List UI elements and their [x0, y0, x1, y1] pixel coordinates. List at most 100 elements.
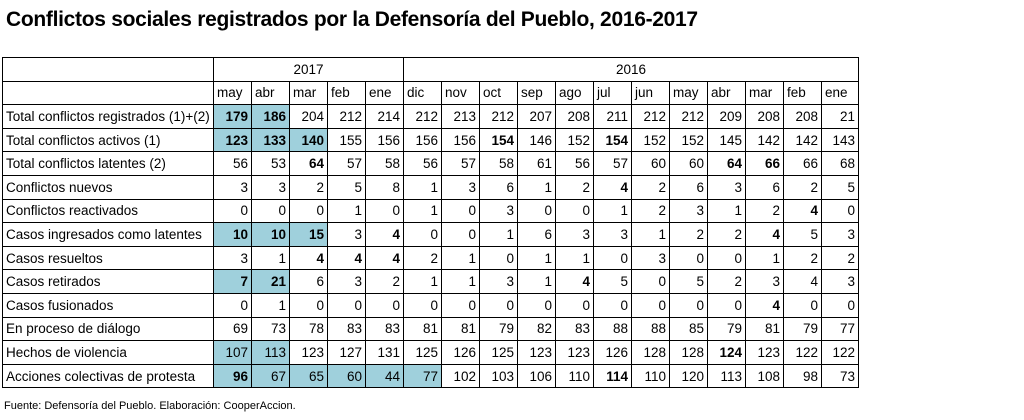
table-cell: 2 [783, 174, 822, 200]
table-cell: 0 [365, 198, 404, 224]
table-cell: 1 [517, 245, 556, 271]
table-cell: 2 [631, 198, 670, 224]
table-cell: 152 [631, 127, 670, 153]
table-cell: 208 [783, 104, 822, 129]
table-cell: 3 [213, 174, 252, 200]
table-cell: 79 [479, 316, 518, 342]
table-cell: 125 [479, 340, 518, 365]
table-cell: 204 [289, 104, 328, 129]
table-row: En proceso de diálogo 69 73 78 83 83 81 81 79 82 8… [2, 316, 859, 342]
table-cell: 81 [441, 316, 480, 342]
table-cell: 0 [289, 198, 328, 224]
table-cell: 77 [821, 316, 859, 342]
table-cell: 212 [403, 104, 442, 129]
table-cell: 3 [479, 198, 518, 224]
month-header: mar [289, 80, 328, 106]
table-cell: 77 [403, 363, 442, 389]
table-cell: 214 [365, 104, 404, 129]
table-cell: 113 [251, 340, 290, 365]
table-cell: 2 [707, 222, 746, 247]
table-cell: 156 [441, 127, 480, 153]
table-cell: 44 [365, 363, 404, 389]
table-cell: 212 [327, 104, 366, 129]
table-cell: 1 [327, 198, 366, 224]
month-header: oct [479, 80, 518, 106]
table-cell: 0 [593, 245, 632, 271]
table-cell: 128 [631, 340, 670, 365]
table-cell: 123 [555, 340, 594, 365]
month-header: jul [593, 80, 632, 106]
table-cell: 123 [213, 127, 252, 153]
table-cell: 67 [251, 363, 290, 389]
source-note: Fuente: Defensoría del Pueblo. Elaboraci… [4, 400, 296, 412]
table-cell: 2 [403, 245, 442, 271]
month-header: ago [555, 80, 594, 106]
table-row: Casos ingresados como latentes 10 10 15 3 4 0 0… [2, 222, 859, 247]
table-cell: 123 [289, 340, 328, 365]
table-cell: 64 [289, 151, 328, 176]
table-cell: 154 [479, 127, 518, 153]
table-cell: 4 [745, 292, 784, 318]
table-cell: 2 [783, 245, 822, 271]
table-cell: 85 [669, 316, 708, 342]
table-cell: 110 [631, 363, 670, 389]
table-cell: 1 [251, 292, 290, 318]
table-cell: 73 [251, 316, 290, 342]
table-cell: 122 [783, 340, 822, 365]
table-cell: 0 [441, 292, 480, 318]
table-cell: 131 [365, 340, 404, 365]
table-cell: 4 [365, 245, 404, 271]
table-cell: 0 [479, 292, 518, 318]
table-cell: 0 [441, 222, 480, 247]
table-cell: 0 [669, 245, 708, 271]
table-cell: 0 [631, 292, 670, 318]
table-cell: 1 [517, 174, 556, 200]
table-cell: 15 [289, 222, 328, 247]
table-cell: 88 [631, 316, 670, 342]
table-cell: 0 [669, 292, 708, 318]
month-header: abr [707, 80, 746, 106]
table-cell: 0 [213, 292, 252, 318]
table-cell: 98 [783, 363, 822, 389]
table-cell: 21 [821, 104, 859, 129]
table-cell: 1 [593, 198, 632, 224]
month-header: may [213, 80, 252, 106]
row-label: Casos retirados [2, 269, 214, 294]
table-cell: 4 [745, 222, 784, 247]
table-cell: 0 [479, 245, 518, 271]
table-cell: 2 [289, 174, 328, 200]
table-cell: 6 [517, 222, 556, 247]
table-cell: 79 [783, 316, 822, 342]
table-cell: 60 [327, 363, 366, 389]
table-cell: 3 [745, 269, 784, 294]
month-header: ene [365, 80, 404, 106]
table-cell: 1 [707, 198, 746, 224]
table-cell: 0 [365, 292, 404, 318]
table-row: Total conflictos latentes (2) 56 53 64 57 58 5… [2, 151, 859, 176]
table-cell: 3 [631, 245, 670, 271]
table-cell: 124 [707, 340, 746, 365]
table-cell: 113 [707, 363, 746, 389]
table-cell: 186 [251, 104, 290, 129]
table-cell: 107 [213, 340, 252, 365]
table-cell: 5 [327, 174, 366, 200]
row-label: Casos ingresados como latentes [2, 222, 214, 247]
table-cell: 57 [441, 151, 480, 176]
table-cell: 60 [669, 151, 708, 176]
table-cell: 88 [593, 316, 632, 342]
table-cell: 2 [707, 269, 746, 294]
row-label: Conflictos nuevos [2, 174, 214, 200]
year-header-2017: 2017 [213, 57, 404, 82]
month-header: feb [327, 80, 366, 106]
table-row: Acciones colectivas de protesta 96 67 65 60 4… [2, 363, 859, 389]
table-cell: 152 [669, 127, 708, 153]
table-cell: 103 [479, 363, 518, 389]
header-corner-cell [2, 80, 214, 106]
table-cell: 146 [517, 127, 556, 153]
table-cell: 0 [517, 292, 556, 318]
table-cell: 3 [593, 222, 632, 247]
table-cell: 145 [707, 127, 746, 153]
table-cell: 5 [821, 174, 859, 200]
table-cell: 212 [631, 104, 670, 129]
table-cell: 65 [289, 363, 328, 389]
